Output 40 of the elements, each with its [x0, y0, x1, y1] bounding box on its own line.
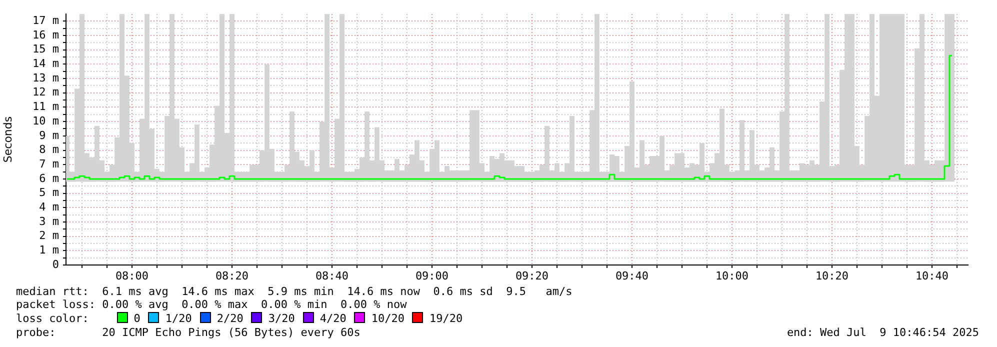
- text: 10/20: [371, 312, 404, 325]
- y-tick-label: 12 m: [32, 86, 60, 99]
- x-tick-label: 09:20: [515, 269, 549, 282]
- y-tick-label: 8 m: [39, 143, 60, 156]
- x-tick-label: 08:20: [215, 269, 249, 282]
- x-tick-label: 10:40: [915, 269, 949, 282]
- text: 0: [134, 312, 140, 325]
- y-tick-label: 11 m: [32, 100, 60, 114]
- text: end: Wed Jul 9 10:46:54 2025: [786, 326, 979, 339]
- text: 3/20: [268, 312, 295, 325]
- y-axis-title: Seconds: [1, 116, 14, 163]
- x-tick-label: 10:20: [815, 269, 849, 282]
- y-tick-label: 15 m: [32, 42, 60, 56]
- y-tick-label: 1 m: [39, 244, 60, 257]
- x-tick-label: 09:00: [415, 269, 449, 282]
- y-tick-label: 2 m: [39, 229, 60, 242]
- y-tick-label: 17 m: [32, 14, 60, 28]
- y-tick-label: 10 m: [32, 114, 60, 128]
- text: probe: 20 ICMP Echo Pings (56 Bytes) every 60s: [16, 326, 360, 339]
- x-tick-label: 08:00: [115, 269, 149, 282]
- x-tick-label: 10:00: [715, 269, 749, 282]
- y-tick-label: 3 m: [39, 214, 60, 228]
- y-tick-label: 16 m: [32, 28, 60, 42]
- y-tick-label: 6 m: [39, 172, 60, 185]
- text: 19/20: [429, 312, 463, 325]
- y-tick-label: 14 m: [32, 57, 60, 70]
- text: median rtt: 6.1 ms avg 14.6 ms max 5.9 ms min 14.6 ms now 0.6 ms sd 9.5 am/s: [16, 285, 572, 298]
- y-tick-label: 5 m: [39, 186, 60, 200]
- y-tick-label: 13 m: [32, 71, 60, 84]
- text: 1/20: [165, 312, 192, 325]
- y-tick-label: 4 m: [39, 200, 60, 214]
- text: 4/20: [320, 312, 346, 325]
- text: loss color:: [16, 312, 90, 325]
- text: packet loss: 0.00 % avg 0.00 % max 0.00 % min 0.00 % now: [16, 298, 407, 311]
- text: 2/20: [216, 312, 244, 325]
- y-tick-label: 7 m: [39, 157, 60, 170]
- x-tick-label: 09:40: [615, 269, 649, 282]
- y-tick-label: 0: [52, 258, 59, 271]
- x-tick-label: 08:40: [315, 269, 349, 282]
- y-tick-label: 9 m: [39, 128, 60, 142]
